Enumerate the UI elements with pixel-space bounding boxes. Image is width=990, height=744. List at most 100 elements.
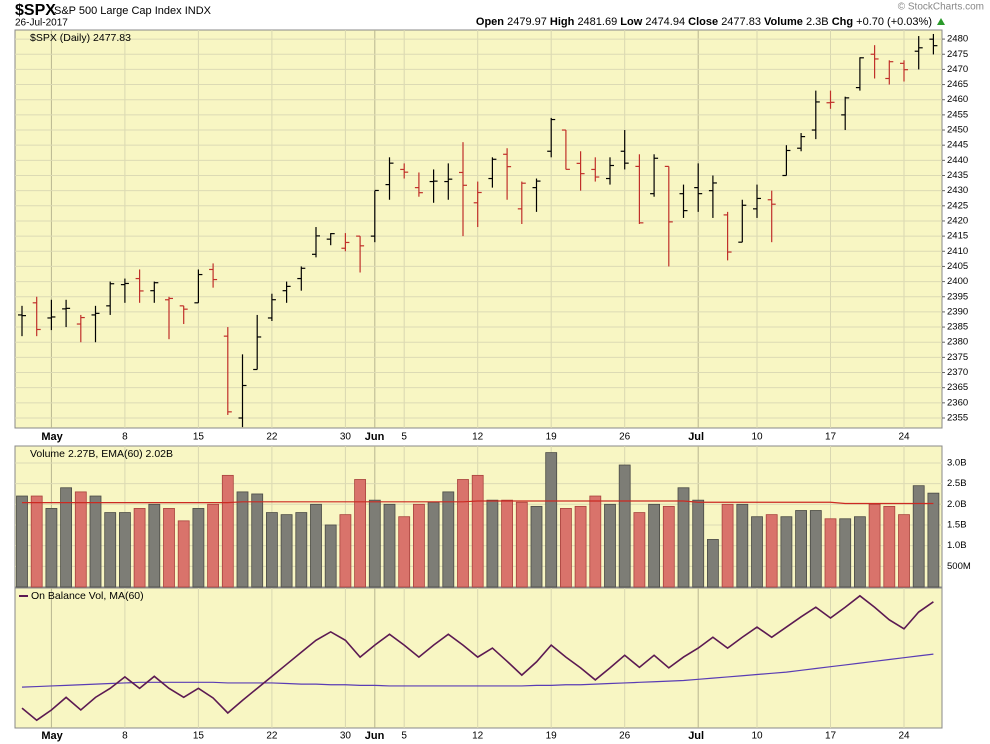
y-tick-label: 2445 [947,140,968,151]
y-tick-label: 2360 [947,397,968,408]
y-tick-label: 2410 [947,246,968,257]
volume-bar [795,510,807,588]
volume-bar [530,505,543,588]
close-label: Close [688,16,718,28]
high-value: 2481.69 [577,16,617,28]
volume-bar [633,512,646,588]
y-tick-label: 2385 [947,322,968,333]
y-tick-label: 2395 [947,291,968,302]
x-tick-label: May [41,730,63,742]
low-value: 2474.94 [645,16,685,28]
x-tick-label: Jul [688,431,704,443]
index-name: S&P 500 Large Cap Index INDX [54,5,212,17]
volume-bar [662,505,675,588]
y-tick-label: 2480 [947,34,968,45]
x-tick-label: 17 [825,432,837,443]
y-tick-label: 2375 [947,352,968,363]
volume-bar [207,503,220,588]
volume-bar [765,514,778,588]
volume-bar [427,501,440,588]
volume-bar [280,514,293,588]
ema-line [22,500,934,505]
y-tick-label: 2465 [947,79,968,90]
volume-bar [839,518,852,588]
x-tick-label: 12 [472,731,484,742]
volume-bar [60,487,72,588]
volume-bar [648,503,660,588]
y-tick-label: 2430 [947,185,968,196]
volume-bar [133,508,146,588]
y-tick-label: 2425 [947,200,968,211]
panel [14,587,943,729]
volume-bar [398,516,411,588]
y-tick-label: 3.0B [947,457,967,468]
volume-bar [604,503,616,588]
volume-bar [898,514,910,588]
volume-bar [589,495,602,588]
x-tick-label: 30 [340,432,352,443]
legend: $SPX (Daily) 2477.83 [30,32,131,44]
volume-bar [368,499,381,588]
volume-bar [501,499,514,588]
x-tick-label: Jun [365,431,385,443]
y-tick-label: 2400 [947,276,968,287]
volume-bar [148,503,161,588]
low-label: Low [620,16,642,28]
x-tick-label: May [41,431,63,443]
x-tick-label: 19 [546,432,558,443]
x-tick-label: 17 [825,731,837,742]
volume-bar [310,503,322,588]
volume-label: Volume [764,16,803,28]
x-tick-label: 10 [751,731,763,742]
volume-bar [383,503,396,588]
volume-bar [515,501,528,588]
volume-bar [560,508,572,588]
volume-bar [89,495,102,588]
x-tick-label: 24 [898,432,910,443]
x-tick-label: 10 [751,432,763,443]
volume-bar [295,512,308,588]
x-tick-label: 12 [472,432,484,443]
y-tick-label: 2390 [947,306,968,317]
y-tick-label: 2460 [947,94,968,105]
y-tick-label: 2470 [947,64,968,75]
volume-bar [883,505,896,588]
volume-bar [265,512,278,588]
volume-bar [809,510,822,588]
volume-bar [163,508,175,588]
legend: Volume 2.27B, EMA(60) 2.02B [30,448,173,460]
exchange: INDX [185,5,212,17]
volume-bar [854,516,866,588]
y-tick-label: 2420 [947,215,968,226]
legend: On Balance Vol, MA(60) [31,590,144,602]
volume-bar [574,505,587,588]
x-tick-label: Jun [365,730,385,742]
y-tick-label: 2355 [947,413,968,424]
volume-bar [354,479,367,588]
volume-bar [339,514,352,588]
y-tick-label: 500M [947,561,971,572]
volume-bar [251,493,264,588]
y-tick-label: 2370 [947,367,968,378]
date: 26-Jul-2017 [15,18,68,29]
x-tick-label: 22 [266,432,278,443]
volume-bar [30,495,43,588]
volume-bar [221,474,234,588]
volume-bar [471,474,484,588]
volume-bar [74,491,87,588]
x-tick-label: 22 [266,731,278,742]
y-tick-label: 2415 [947,231,968,242]
y-tick-label: 2440 [947,155,968,166]
x-tick-label: 8 [122,432,128,443]
volume-bar [192,508,205,588]
y-tick-label: 2450 [947,125,968,136]
x-tick-label: Jul [688,730,704,742]
up-arrow [937,18,945,25]
y-tick-label: 2475 [947,49,968,60]
y-tick-label: 1.0B [947,540,967,551]
x-tick-label: 24 [898,731,910,742]
x-tick-label: 19 [546,731,558,742]
volume-bar [545,452,558,588]
quote-line: Open 2479.97 High 2481.69 Low 2474.94 Cl… [476,16,932,28]
